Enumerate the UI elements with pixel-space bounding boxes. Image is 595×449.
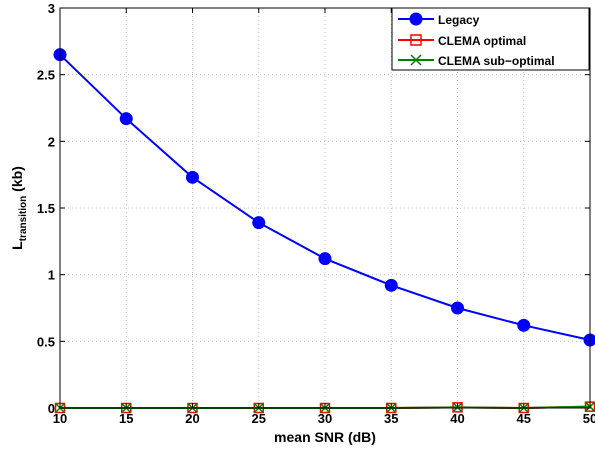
legend-marker-clema-optimal <box>410 34 422 46</box>
legend: Legacy CLEMA optimal CLEMA sub−optimal <box>391 7 590 71</box>
legend-label-clema-optimal: CLEMA optimal <box>438 34 526 48</box>
legend-label-clema-sub-optimal: CLEMA sub−optimal <box>438 54 555 68</box>
x-axis-label: mean SNR (dB) <box>274 429 376 445</box>
x-tick-label: 20 <box>185 411 199 426</box>
data-point-legacy <box>186 170 199 184</box>
data-point-legacy <box>252 216 266 230</box>
data-point-legacy <box>451 301 464 315</box>
x-tick-label: 45 <box>517 411 531 426</box>
x-tick-label: 50 <box>583 411 595 426</box>
y-axis-label-unit: (kb) <box>9 166 25 196</box>
legend-marker-legacy <box>409 12 423 26</box>
y-axis-label: Ltransition (kb) <box>9 166 29 250</box>
legend-marker-clema-sub-optimal <box>410 54 422 66</box>
legend-entry-legacy: Legacy <box>398 12 480 27</box>
legend-label-legacy: Legacy <box>438 13 480 27</box>
x-tick-label: 25 <box>252 411 266 426</box>
data-point-legacy <box>517 318 531 332</box>
x-tick-label: 30 <box>318 411 332 426</box>
y-tick-label: 1 <box>48 268 55 283</box>
data-point-legacy <box>384 278 398 292</box>
x-tick-label: 40 <box>450 411 464 426</box>
y-tick-label: 2.5 <box>37 68 55 83</box>
legend-entry-clema-sub-optimal: CLEMA sub−optimal <box>398 54 555 68</box>
y-tick-label: 0 <box>48 401 55 416</box>
data-point-legacy <box>318 252 332 266</box>
y-tick-label: 1.5 <box>37 201 55 216</box>
y-tick-label: 3 <box>48 1 55 16</box>
data-point-legacy <box>119 112 133 126</box>
x-tick-label: 35 <box>384 411 398 426</box>
y-tick-label: 0.5 <box>37 334 55 349</box>
legend-entry-clema-optimal: CLEMA optimal <box>398 34 526 48</box>
ticks: 10 15 20 25 30 35 40 45 50 0 0.5 1 1.5 2 2.5 3 <box>37 1 595 426</box>
x-tick-label: 10 <box>53 411 67 426</box>
y-tick-label: 2 <box>48 134 55 149</box>
x-tick-label: 15 <box>119 411 133 426</box>
y-axis-label-main: L <box>9 241 25 250</box>
grid <box>60 8 590 408</box>
y-axis-label-subscript: transition <box>18 196 29 242</box>
